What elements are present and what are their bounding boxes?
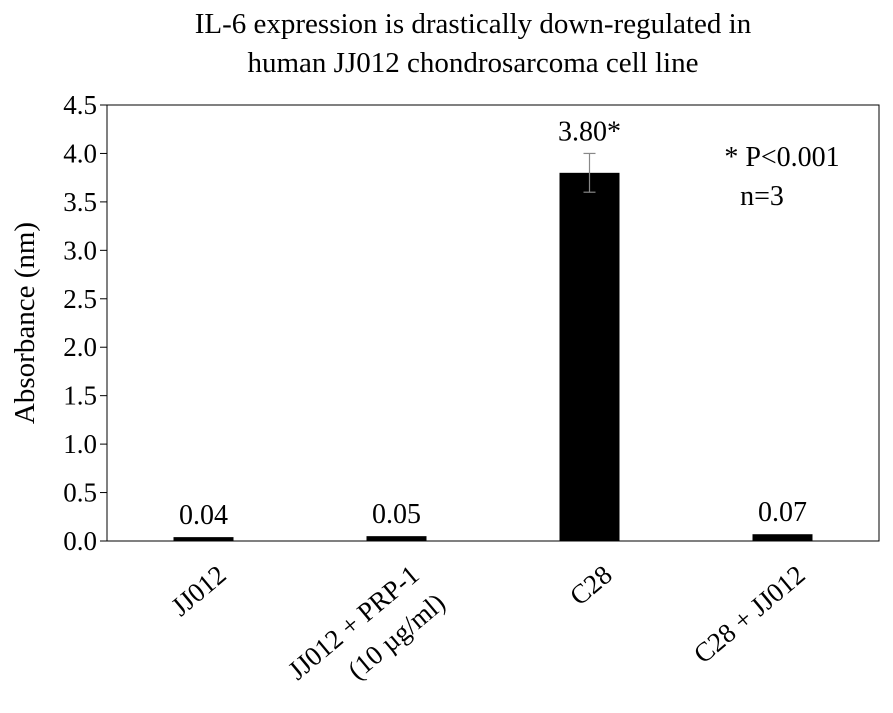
data-label: 3.80* bbox=[558, 116, 621, 147]
bar bbox=[366, 536, 427, 541]
annotation-line-2: n=3 bbox=[740, 181, 784, 212]
y-tick-label: 0.0 bbox=[63, 526, 97, 556]
y-tick-label: 4.5 bbox=[63, 90, 97, 120]
data-label: 0.04 bbox=[179, 500, 228, 531]
chart-title-line-1: IL-6 expression is drastically down-regu… bbox=[195, 8, 752, 40]
bar bbox=[559, 172, 620, 542]
bar bbox=[173, 537, 234, 541]
error-bars-group bbox=[583, 152, 596, 193]
y-tick-label: 0.5 bbox=[63, 478, 97, 508]
annotation-line-1: * P<0.001 bbox=[724, 142, 839, 173]
y-tick-label: 2.5 bbox=[63, 284, 97, 314]
chart-title-line-2: human JJ012 chondrosarcoma cell line bbox=[248, 47, 699, 79]
y-tick-label: 2.0 bbox=[63, 332, 97, 362]
x-tick-label: C28 bbox=[564, 559, 618, 611]
bar bbox=[752, 534, 813, 541]
x-tick-label: C28 + JJ012 bbox=[688, 559, 811, 669]
y-tick-label: 1.0 bbox=[63, 429, 97, 459]
plot-frame bbox=[106, 104, 880, 542]
y-tick-label: 3.0 bbox=[63, 235, 97, 265]
x-tick-label: JJ012 bbox=[165, 559, 231, 622]
y-tick-label: 4.0 bbox=[63, 138, 97, 168]
data-labels-group: 0.04 0.05 3.80* 0.07 bbox=[179, 116, 807, 531]
y-axis-ticks: 0.0 0.5 1.0 1.5 2.0 2.5 3.0 3.5 4.0 4.5 bbox=[63, 90, 107, 556]
y-axis-label: Absorbance (nm) bbox=[9, 222, 41, 424]
y-tick-label: 3.5 bbox=[63, 187, 97, 217]
x-axis-ticks: JJ012 JJ012 + PRP-1(10 µg/ml)C28 C28 + JJ0… bbox=[165, 559, 810, 685]
y-tick-label: 1.5 bbox=[63, 381, 97, 411]
data-label: 0.07 bbox=[758, 497, 807, 528]
bars-group bbox=[173, 172, 813, 542]
data-label: 0.05 bbox=[372, 499, 421, 530]
